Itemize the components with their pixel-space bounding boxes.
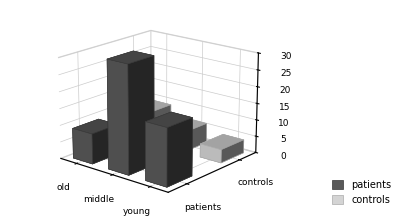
Legend: patients, controls: patients, controls [328, 176, 395, 209]
